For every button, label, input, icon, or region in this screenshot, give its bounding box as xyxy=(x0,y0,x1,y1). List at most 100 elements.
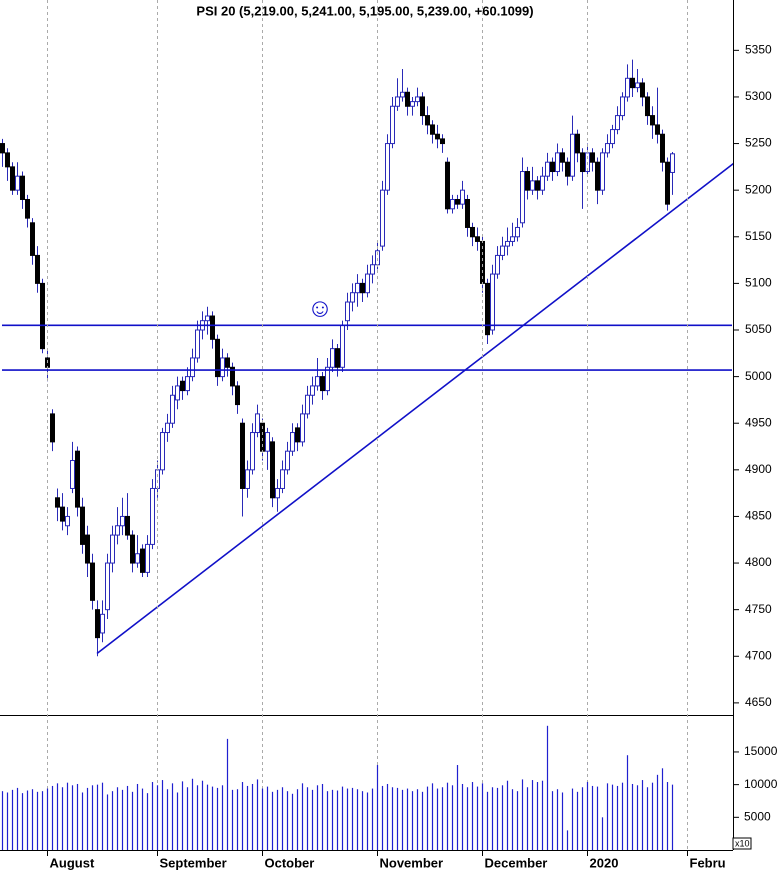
y-tick-label: 5350 xyxy=(745,43,772,57)
candle-body xyxy=(125,515,130,536)
candle-body xyxy=(505,240,510,247)
candle-body xyxy=(305,394,310,415)
y-tick-label: 5050 xyxy=(745,322,772,336)
candle-body xyxy=(100,613,105,634)
candle-body xyxy=(645,96,650,117)
candle-body xyxy=(220,357,225,378)
candle-body xyxy=(650,115,655,126)
candle-body xyxy=(120,515,125,527)
candle-body xyxy=(85,534,90,564)
volume-tick-label: 15000 xyxy=(744,744,778,758)
candle-body xyxy=(465,198,470,228)
volume-unit-box xyxy=(732,837,752,850)
candle-body xyxy=(670,153,675,173)
candle-body xyxy=(165,422,170,434)
candle-body xyxy=(580,152,585,173)
candle-body xyxy=(35,254,40,284)
annotation: ☺ xyxy=(307,292,334,322)
candle-body xyxy=(345,301,350,322)
y-tick-label: 4700 xyxy=(745,648,772,662)
y-tick-label: 5100 xyxy=(745,276,772,290)
candle-body xyxy=(235,385,240,406)
candle-body xyxy=(660,133,665,163)
candle-body xyxy=(470,226,475,238)
candle-body xyxy=(445,161,450,210)
y-tick-label: 5200 xyxy=(745,182,772,196)
candle-body xyxy=(250,432,255,471)
candle-body xyxy=(600,152,605,191)
candle-body xyxy=(255,413,260,434)
candle-body xyxy=(160,432,165,471)
candle-body xyxy=(315,376,320,387)
candle-body xyxy=(535,180,540,191)
y-tick-label: 4800 xyxy=(745,555,772,569)
candle-body xyxy=(40,282,45,350)
candle-body xyxy=(590,152,595,163)
candle-body xyxy=(230,366,235,387)
candle-body xyxy=(450,198,455,210)
candle-body xyxy=(325,366,330,392)
candle-body xyxy=(25,198,30,219)
candle-body xyxy=(565,161,570,177)
candle-body xyxy=(300,413,305,443)
y-tick-label: 5000 xyxy=(745,369,772,383)
candle-body xyxy=(495,254,500,275)
candle-body xyxy=(615,115,620,131)
candle-body xyxy=(550,161,555,173)
y-tick-label: 5250 xyxy=(745,136,772,150)
candle-body xyxy=(555,152,560,173)
candle-body xyxy=(15,175,20,191)
candle-body xyxy=(510,236,515,242)
candle-body xyxy=(455,198,460,205)
candle-body xyxy=(350,292,355,303)
candle-body xyxy=(105,562,110,611)
chart-title: PSI 20 (5,219.00, 5,241.00, 5,195.00, 5,… xyxy=(196,3,533,18)
candle-body xyxy=(575,133,580,154)
x-tick-label: 2020 xyxy=(590,855,619,870)
candle-body xyxy=(395,96,400,107)
candle-body xyxy=(530,180,535,191)
candle-body xyxy=(225,357,230,368)
candle-body xyxy=(70,460,75,489)
candle-body xyxy=(320,376,325,392)
volume-tick-label: 10000 xyxy=(744,777,778,791)
x-tick-label: October xyxy=(265,855,315,870)
candle-body xyxy=(20,175,25,200)
candle-body xyxy=(10,166,15,191)
candle-body xyxy=(310,385,315,396)
candle-body xyxy=(275,487,280,499)
candle-body xyxy=(335,348,340,368)
candle-body xyxy=(240,422,245,489)
x-tick-label: November xyxy=(380,855,444,870)
candle-body xyxy=(425,115,430,126)
candle-body xyxy=(400,91,405,98)
candle-body xyxy=(610,129,615,145)
candle-body xyxy=(110,534,115,564)
candle-body xyxy=(390,105,395,145)
candle-body xyxy=(155,469,160,489)
candle-body xyxy=(640,82,645,98)
candle-body xyxy=(265,432,270,452)
y-tick-label: 4950 xyxy=(745,415,772,429)
x-tick-label: December xyxy=(485,855,548,870)
candle-body xyxy=(150,487,155,545)
x-tick-label: Febru xyxy=(690,855,726,870)
candle-body xyxy=(290,432,295,452)
candle-body xyxy=(340,324,345,368)
candle-body xyxy=(355,282,360,294)
candle-body xyxy=(630,77,635,89)
trend-line xyxy=(96,162,733,655)
candle-body xyxy=(180,380,185,392)
candle-body xyxy=(665,161,670,205)
candle-body xyxy=(570,133,575,177)
candle-body xyxy=(30,222,35,256)
candle-body xyxy=(415,96,420,103)
candle-body xyxy=(625,77,630,98)
candle-body xyxy=(540,175,545,191)
candle-body xyxy=(330,348,335,368)
candle-body xyxy=(135,553,140,564)
candle-body xyxy=(285,450,290,471)
candle-body xyxy=(295,427,300,443)
candle-body xyxy=(420,96,425,117)
y-tick-label: 4900 xyxy=(745,462,772,476)
